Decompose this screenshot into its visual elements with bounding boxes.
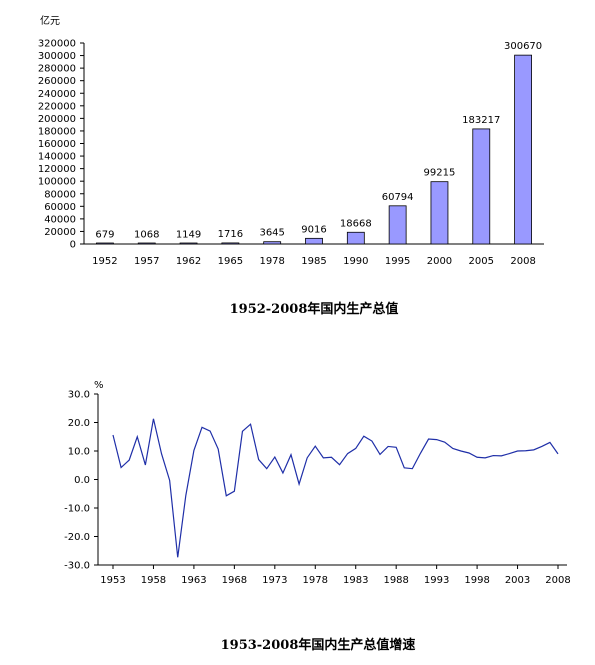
line-chart-x-tick-label: 1978 xyxy=(303,575,328,586)
bar-chart-y-tick-label: 20000 xyxy=(44,227,76,238)
bar-data-label-1978: 3645 xyxy=(259,228,284,239)
line-chart-x-tick-label: 1958 xyxy=(141,575,166,586)
line-chart-x-tick-label: 2008 xyxy=(545,575,570,586)
bar-1990 xyxy=(347,232,364,244)
bar-chart-y-tick-label: 100000 xyxy=(38,177,76,188)
bar-chart-y-tick-label: 280000 xyxy=(38,64,76,75)
line-chart-x-tick-label: 1988 xyxy=(383,575,408,586)
line-chart-y-tick-label: 10.0 xyxy=(68,447,90,458)
bar-chart-y-unit: 亿元 xyxy=(40,14,60,27)
bar-1952 xyxy=(96,243,113,244)
bar-data-label-1990: 18668 xyxy=(340,218,372,229)
line-chart-y-tick-label: -30.0 xyxy=(64,561,90,572)
bar-chart-y-tick-label: 80000 xyxy=(44,189,76,200)
bar-1978 xyxy=(264,242,281,244)
bar-chart-x-tick-label: 2008 xyxy=(510,256,535,267)
bar-data-label-2008: 300670 xyxy=(504,41,542,52)
bar-data-label-1965: 1716 xyxy=(218,229,243,240)
line-chart-y-axis-ticks: 30.0 20.0 10.0 0.0 -10.0 -20.0 -30.0 xyxy=(64,390,98,572)
bar-chart-bars xyxy=(96,55,531,244)
bar-chart-y-tick-label: 0 xyxy=(70,240,76,251)
line-chart-y-tick-label: -20.0 xyxy=(64,532,90,543)
bar-1962 xyxy=(180,243,197,244)
bar-2008 xyxy=(515,55,532,244)
bar-chart-y-tick-label: 60000 xyxy=(44,202,76,213)
bar-2005 xyxy=(473,129,490,244)
bar-data-label-1962: 1149 xyxy=(176,229,201,240)
bar-data-label-1995: 60794 xyxy=(382,192,414,203)
line-chart-series-line xyxy=(113,419,558,558)
bar-chart-x-tick-label: 1978 xyxy=(259,256,284,267)
line-chart-x-tick-label: 2003 xyxy=(505,575,530,586)
bar-chart-y-tick-label: 240000 xyxy=(38,89,76,100)
line-chart-x-tick-label: 1953 xyxy=(100,575,125,586)
bar-1995 xyxy=(389,206,406,244)
bar-chart-x-axis-ticks: 1952 1957 1962 1965 1978 1985 1990 1995 2000 2005… xyxy=(92,256,536,267)
bar-chart-y-tick-label: 160000 xyxy=(38,139,76,150)
line-chart-x-tick-label: 1993 xyxy=(424,575,449,586)
bar-chart-x-tick-label: 2000 xyxy=(427,256,452,267)
bar-chart-x-tick-label: 1990 xyxy=(343,256,368,267)
bar-chart-y-tick-label: 320000 xyxy=(38,39,76,50)
bar-chart-y-tick-label: 140000 xyxy=(38,152,76,163)
bar-1965 xyxy=(222,243,239,244)
bar-data-label-1957: 1068 xyxy=(134,229,159,240)
line-chart-y-unit: % xyxy=(94,380,104,391)
line-chart-y-tick-label: 30.0 xyxy=(68,390,90,401)
bar-chart-x-tick-label: 1952 xyxy=(92,256,117,267)
line-chart-y-tick-label: 20.0 xyxy=(68,418,90,429)
bar-chart-x-tick-label: 1965 xyxy=(218,256,243,267)
bar-chart-x-tick-label: 1985 xyxy=(301,256,326,267)
line-chart-x-tick-label: 1973 xyxy=(262,575,287,586)
bar-chart-y-tick-label: 180000 xyxy=(38,126,76,137)
bar-1985 xyxy=(306,238,323,244)
bar-data-label-2005: 183217 xyxy=(462,115,500,126)
bar-chart-x-tick-label: 1995 xyxy=(385,256,410,267)
bar-data-label-2000: 99215 xyxy=(424,168,456,179)
bar-chart-y-tick-label: 300000 xyxy=(38,51,76,62)
bar-1957 xyxy=(138,243,155,244)
line-chart-points xyxy=(113,419,558,558)
bar-chart-y-tick-label: 120000 xyxy=(38,164,76,175)
line-chart-x-tick-label: 1998 xyxy=(464,575,489,586)
line-chart-y-tick-label: 0.0 xyxy=(74,475,90,486)
line-chart-x-tick-label: 1983 xyxy=(343,575,368,586)
bar-chart-y-tick-label: 40000 xyxy=(44,214,76,225)
line-chart-x-axis-ticks: 1953 1958 1963 1968 1973 1978 1983 1988 1993 1998… xyxy=(100,565,570,586)
line-chart-title: 1953-2008年国内生产总值增速 xyxy=(221,637,416,653)
bar-chart-y-tick-label: 200000 xyxy=(38,114,76,125)
bar-chart-y-tick-label: 260000 xyxy=(38,76,76,87)
line-chart-x-tick-label: 1963 xyxy=(181,575,206,586)
bar-data-label-1952: 679 xyxy=(95,230,114,241)
line-chart-x-tick-label: 1968 xyxy=(222,575,247,586)
bar-chart-title: 1952-2008年国内生产总值 xyxy=(230,301,399,317)
bar-chart-x-tick-label: 1962 xyxy=(176,256,201,267)
bar-chart-x-tick-label: 2005 xyxy=(469,256,494,267)
line-chart-y-tick-label: -10.0 xyxy=(64,504,90,515)
bar-data-label-1985: 9016 xyxy=(301,224,326,235)
bar-2000 xyxy=(431,182,448,244)
bar-chart-x-tick-label: 1957 xyxy=(134,256,159,267)
bar-chart-y-tick-label: 220000 xyxy=(38,101,76,112)
